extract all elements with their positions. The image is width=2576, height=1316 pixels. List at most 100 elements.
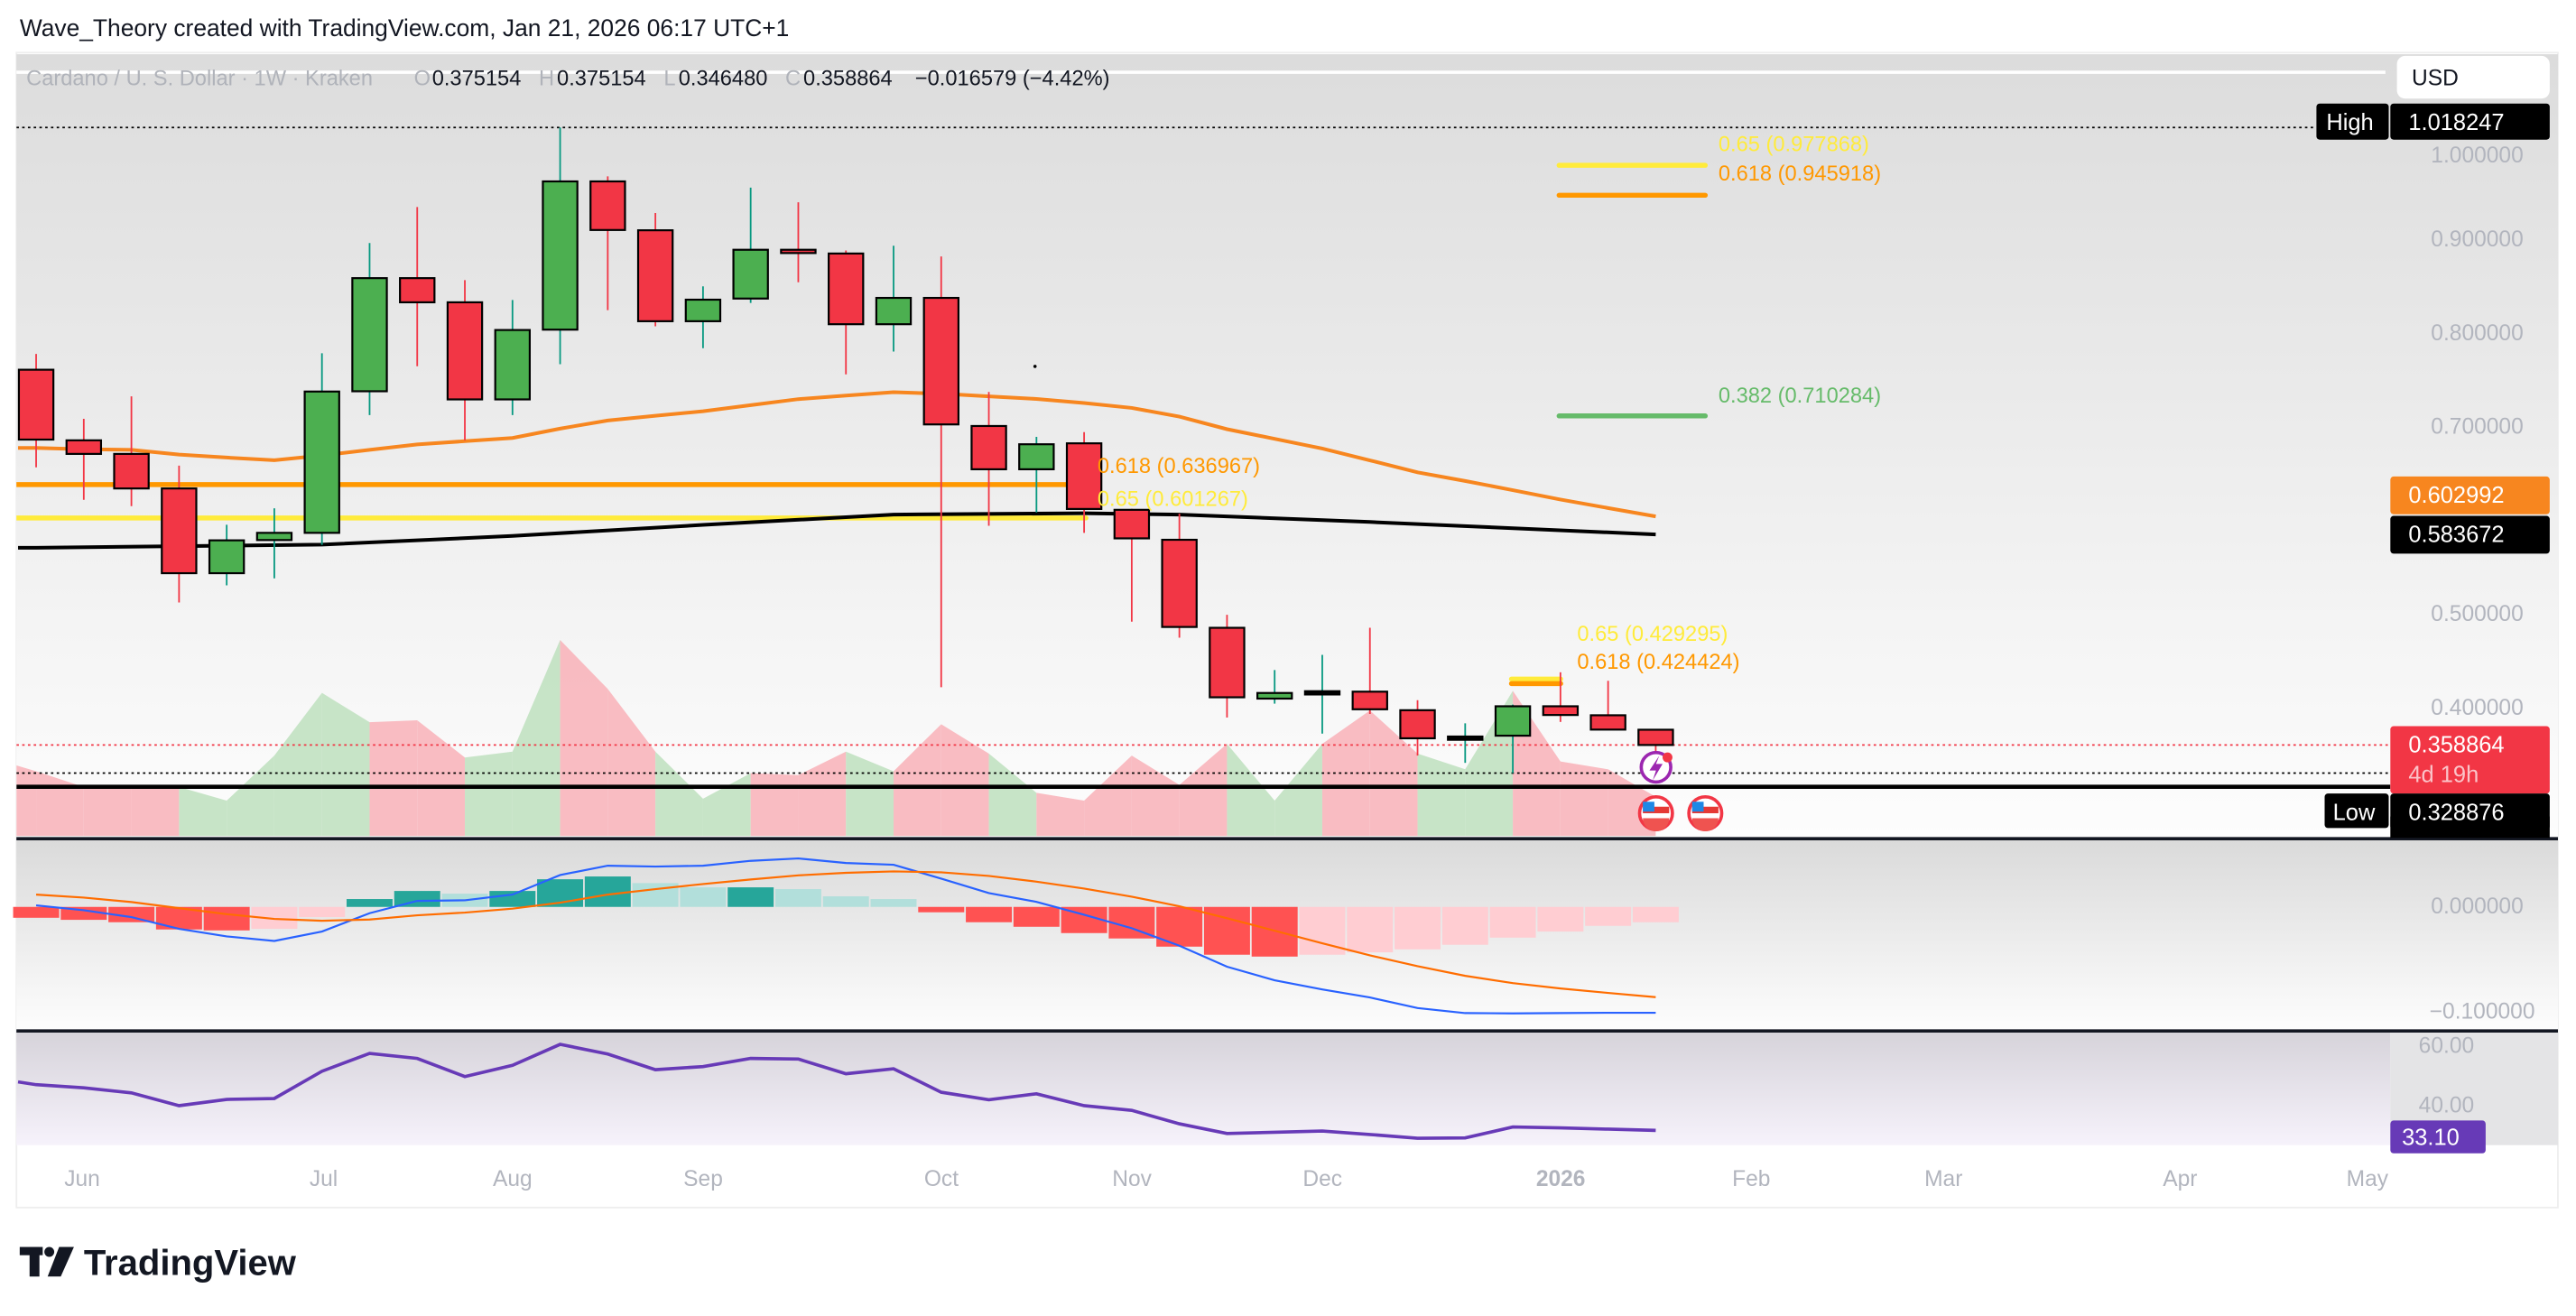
fib-labels: 0.65 (0.977868) 0.618 (0.945918) 0.382 (… bbox=[1098, 133, 1881, 673]
candle-body bbox=[1018, 443, 1055, 470]
legend-change: −0.016579 (−4.42%) bbox=[915, 68, 1110, 91]
macd-histogram-bar bbox=[870, 899, 917, 907]
candle bbox=[65, 418, 103, 500]
currency-label[interactable]: USD bbox=[2412, 67, 2459, 91]
time-label: Jun bbox=[64, 1167, 100, 1191]
tradingview-logo[interactable]: TradingView bbox=[19, 1243, 297, 1283]
macd-tick: 0.000000 bbox=[2431, 894, 2523, 919]
candle-body bbox=[970, 424, 1007, 470]
overlay-area-segment bbox=[227, 755, 274, 837]
stray-dot-marker bbox=[1033, 365, 1037, 368]
macd-histogram-bar bbox=[1585, 906, 1632, 926]
price-tick: 0.900000 bbox=[2431, 227, 2523, 252]
rsi-value: 33.10 bbox=[2402, 1126, 2460, 1151]
fib-label-upper-0618: 0.618 (0.945918) bbox=[1719, 162, 1881, 186]
candle-body bbox=[780, 248, 817, 255]
overlay-area-segment bbox=[1560, 761, 1608, 837]
candle-body bbox=[1542, 705, 1580, 717]
time-axis[interactable]: Jun Jul Aug Sep Oct Nov Dec 2026 Feb Mar… bbox=[64, 1167, 2389, 1191]
legend-low-value: 0.346480 bbox=[679, 68, 768, 91]
rsi-tick: 60.00 bbox=[2419, 1034, 2474, 1059]
fib-label-upper-0382: 0.382 (0.710284) bbox=[1719, 385, 1881, 408]
main-pane[interactable] bbox=[16, 54, 2558, 839]
price-axis[interactable]: 1.000000 0.900000 0.800000 0.700000 0.50… bbox=[2316, 103, 2550, 839]
fib-label-low-0618: 0.618 (0.424424) bbox=[1577, 651, 1739, 674]
us-economic-event-marker[interactable] bbox=[1637, 794, 1674, 832]
overlay-area-segment bbox=[83, 786, 132, 837]
overlay-area-segment bbox=[1369, 710, 1418, 837]
candle bbox=[1018, 437, 1055, 513]
macd-histogram-bar bbox=[1632, 906, 1679, 922]
overlay-area-segment bbox=[941, 724, 989, 837]
fib-label-upper-065: 0.65 (0.977868) bbox=[1719, 133, 1869, 156]
legend-open-label: O bbox=[414, 68, 431, 91]
candle-body bbox=[1113, 508, 1151, 540]
candle bbox=[1256, 670, 1293, 704]
macd-histogram-bar bbox=[346, 899, 393, 907]
candle-body bbox=[828, 252, 865, 326]
candle-body bbox=[65, 439, 103, 455]
macd-histogram-bar bbox=[584, 876, 631, 907]
overlay-area-segment bbox=[131, 786, 180, 837]
legend-close-value: 0.358864 bbox=[803, 68, 893, 91]
candle bbox=[732, 187, 769, 303]
candle bbox=[1065, 431, 1103, 533]
overlay-area-segment bbox=[893, 724, 941, 837]
overlay-area-segment bbox=[1131, 755, 1180, 837]
high-value-tag bbox=[2390, 103, 2550, 140]
macd-axis[interactable]: 0.000000 −0.100000 bbox=[2430, 894, 2535, 1024]
overlay-area-segment bbox=[321, 692, 370, 837]
candle bbox=[1113, 508, 1151, 622]
rsi-pane[interactable] bbox=[16, 1032, 2391, 1145]
candle bbox=[1351, 627, 1388, 714]
macd-histogram-bar bbox=[1489, 906, 1536, 938]
macd-histogram-bar bbox=[1441, 906, 1488, 945]
price-plot[interactable] bbox=[16, 126, 2391, 837]
candle bbox=[113, 396, 150, 506]
candle bbox=[922, 256, 959, 688]
rsi-axis[interactable]: 60.00 40.00 33.10 bbox=[2390, 1034, 2486, 1154]
currency-button[interactable]: USD bbox=[2396, 55, 2550, 99]
candle bbox=[589, 176, 626, 310]
fib-label-mid-065: 0.65 (0.601267) bbox=[1098, 488, 1248, 512]
us-economic-event-marker[interactable] bbox=[1687, 794, 1724, 832]
candle bbox=[17, 354, 55, 468]
ma-black-tag bbox=[2390, 515, 2550, 554]
last-price-tag bbox=[2390, 726, 2550, 794]
overlay-area-segment bbox=[750, 773, 799, 837]
time-label-year: 2026 bbox=[1536, 1167, 1586, 1191]
candle bbox=[1637, 728, 1674, 757]
candle-body bbox=[1303, 690, 1341, 696]
low-tag bbox=[2324, 793, 2389, 829]
ma-orange-tag bbox=[2390, 476, 2550, 514]
candle-body bbox=[1351, 690, 1388, 710]
candle-body bbox=[732, 248, 769, 300]
ideas-event-marker[interactable] bbox=[1639, 750, 1673, 784]
candle-body bbox=[161, 487, 198, 575]
overlay-area-segment bbox=[1274, 744, 1322, 837]
candle-body bbox=[351, 277, 388, 393]
overlay-area-segment bbox=[1084, 755, 1132, 837]
low-value-tag bbox=[2390, 793, 2550, 830]
macd-histogram-bar bbox=[680, 887, 727, 907]
symbol-legend[interactable]: Cardano / U. S. Dollar · 1W · Kraken O 0… bbox=[26, 68, 1109, 91]
time-label: Dec bbox=[1302, 1167, 1342, 1191]
rsi-tick: 40.00 bbox=[2419, 1093, 2474, 1117]
rsi-line bbox=[17, 1043, 1656, 1140]
overlay-area-segment bbox=[273, 692, 322, 837]
time-label: Mar bbox=[1924, 1167, 1962, 1191]
macd-histogram-bar bbox=[966, 906, 1013, 922]
fib-label-low-065: 0.65 (0.429295) bbox=[1577, 623, 1728, 646]
symbol-name[interactable]: Cardano / U. S. Dollar · 1W · Kraken bbox=[26, 68, 373, 91]
legend-low-label: L bbox=[663, 68, 675, 91]
macd-histogram-bar bbox=[918, 906, 965, 913]
candle-body bbox=[636, 229, 674, 322]
candle-body bbox=[1209, 626, 1246, 699]
overlay-area-segment bbox=[1227, 744, 1275, 837]
macd-histogram-bar bbox=[1251, 906, 1298, 957]
overlay-area-segment bbox=[702, 773, 751, 837]
candle-body bbox=[113, 452, 150, 490]
candle-body bbox=[303, 390, 340, 534]
time-label: Jul bbox=[310, 1167, 338, 1191]
macd-histogram-bar bbox=[1537, 906, 1584, 932]
